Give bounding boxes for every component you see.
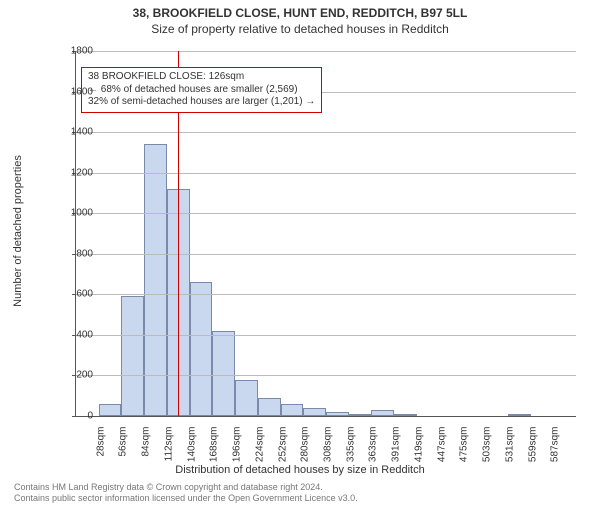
gridline	[76, 51, 576, 52]
callout-line: 32% of semi-detached houses are larger (…	[88, 96, 315, 109]
gridline	[76, 335, 576, 336]
histogram-bar	[121, 296, 144, 416]
histogram-bar	[99, 404, 122, 416]
chart-title-line1: 38, BROOKFIELD CLOSE, HUNT END, REDDITCH…	[0, 6, 600, 20]
ytick-label: 1000	[63, 208, 93, 219]
ytick-label: 0	[63, 411, 93, 422]
y-axis-label: Number of detached properties	[12, 155, 24, 307]
histogram-bar	[394, 414, 417, 416]
gridline	[76, 254, 576, 255]
callout-line: 38 BROOKFIELD CLOSE: 126sqm	[88, 71, 315, 84]
ytick-label: 800	[63, 248, 93, 259]
ytick-label: 1800	[63, 46, 93, 57]
histogram-bar	[190, 282, 213, 416]
chart-title-line2: Size of property relative to detached ho…	[0, 22, 600, 36]
footer-line1: Contains HM Land Registry data © Crown c…	[14, 482, 358, 493]
gridline	[76, 132, 576, 133]
histogram-bar	[258, 398, 281, 416]
ytick-label: 1200	[63, 167, 93, 178]
ytick-label: 600	[63, 289, 93, 300]
gridline	[76, 375, 576, 376]
ytick-label: 1400	[63, 127, 93, 138]
histogram-bar	[508, 414, 531, 416]
histogram-bar	[349, 414, 372, 416]
ytick-label: 200	[63, 370, 93, 381]
histogram-bar	[212, 331, 235, 416]
plot-area: 38 BROOKFIELD CLOSE: 126sqm← 68% of deta…	[75, 51, 576, 417]
callout-line: ← 68% of detached houses are smaller (2,…	[88, 84, 315, 97]
histogram-bar	[281, 404, 304, 416]
footer-line2: Contains public sector information licen…	[14, 493, 358, 504]
histogram-bar	[371, 410, 394, 416]
ytick-label: 1600	[63, 86, 93, 97]
footer-attribution: Contains HM Land Registry data © Crown c…	[14, 482, 358, 504]
histogram-bar	[235, 380, 258, 417]
gridline	[76, 173, 576, 174]
histogram-bar	[326, 412, 349, 416]
histogram-bar	[303, 408, 326, 416]
ytick-label: 400	[63, 329, 93, 340]
gridline	[76, 294, 576, 295]
callout-box: 38 BROOKFIELD CLOSE: 126sqm← 68% of deta…	[81, 67, 322, 113]
x-axis-label: Distribution of detached houses by size …	[0, 464, 600, 476]
gridline	[76, 213, 576, 214]
